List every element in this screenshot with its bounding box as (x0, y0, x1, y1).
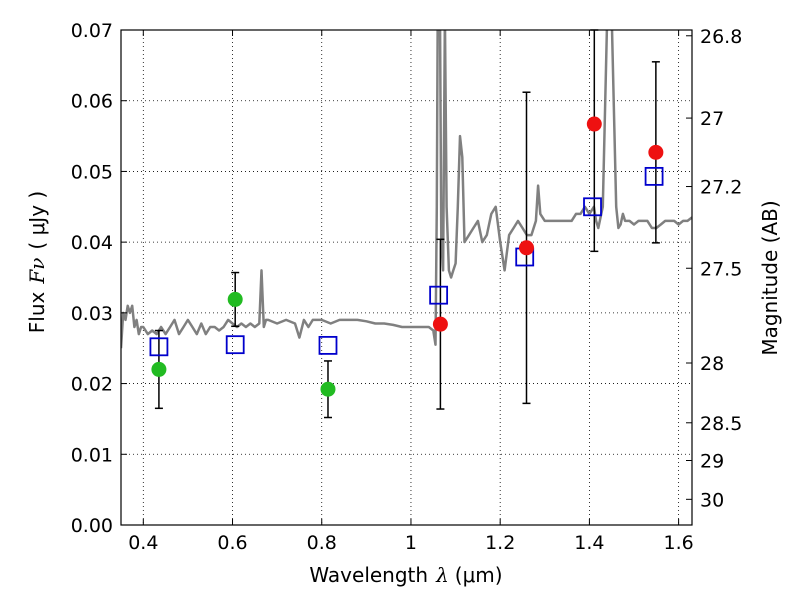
x-tick-label: 0.4 (128, 532, 158, 554)
y2-tick-label: 28.5 (700, 413, 742, 435)
y-tick-label: 0.06 (71, 91, 113, 113)
y-tick-label: 0.04 (71, 232, 113, 254)
model-flux-square-marker (429, 285, 449, 305)
model-spectrum-line (121, 30, 692, 349)
y-axis-label-unit: ( μJy ) (25, 191, 49, 250)
x-tick-label: 1.4 (574, 532, 604, 554)
y2-tick-label: 28 (700, 353, 724, 375)
y-tick-label: 0.02 (71, 374, 113, 396)
observed-flux-point (432, 316, 448, 332)
observed-flux-point (586, 116, 602, 132)
y2-tick-label: 27.5 (700, 258, 742, 280)
plot-area (121, 29, 692, 419)
model-flux-square-marker (583, 197, 602, 217)
model-flux-square-marker (149, 337, 169, 357)
x-tick-label: 1.2 (485, 532, 515, 554)
observed-flux-point (648, 144, 664, 160)
model-flux-square-marker (318, 335, 338, 355)
model-flux-square-marker (225, 335, 245, 355)
x-tick-label: 1.6 (664, 532, 694, 554)
x-tick-label: 0.8 (307, 532, 337, 554)
x-axis-label-symbol: λ (435, 563, 449, 587)
y-tick-label: 0.05 (71, 161, 113, 183)
x-tick-label: 0.6 (217, 532, 247, 554)
x-axis-label-text: Wavelength (309, 563, 428, 587)
grid (121, 29, 692, 526)
y-axis-label-symbol: Fν (25, 258, 49, 285)
y-tick-label: 0.01 (71, 444, 113, 466)
axes-frame (120, 29, 693, 526)
y-axis-label-text: Flux (25, 291, 49, 333)
model-flux-square-marker (644, 166, 664, 186)
observed-flux-point (227, 291, 243, 307)
x-axis-label-unit: (μm) (455, 563, 503, 587)
x-axis-label: Wavelength λ (μm) (309, 563, 502, 587)
y2-axis-label: Magnitude (AB) (758, 200, 782, 355)
x-tick-label: 1 (405, 532, 417, 554)
y2-tick-label: 26.8 (700, 26, 742, 48)
observed-flux-point (320, 381, 336, 397)
y2-tick-label: 30 (700, 489, 724, 511)
y-axis-label: Flux Fν ( μJy ) (25, 191, 49, 333)
observed-flux-point (518, 240, 534, 256)
y2-tick-label: 27.2 (700, 177, 742, 199)
y-tick-label: 0.03 (71, 303, 113, 325)
y2-tick-label: 29 (700, 451, 724, 473)
observed-flux-point (151, 361, 167, 377)
axis-ticks: 0.4 0.6 0.8 1 1.2 1.4 1.6 0.00 0.01 0.02 0.03 0.04 0… (71, 20, 743, 554)
y-tick-label: 0.07 (71, 20, 113, 42)
y2-tick-label: 27 (700, 108, 724, 130)
y-tick-label: 0.00 (71, 515, 113, 537)
